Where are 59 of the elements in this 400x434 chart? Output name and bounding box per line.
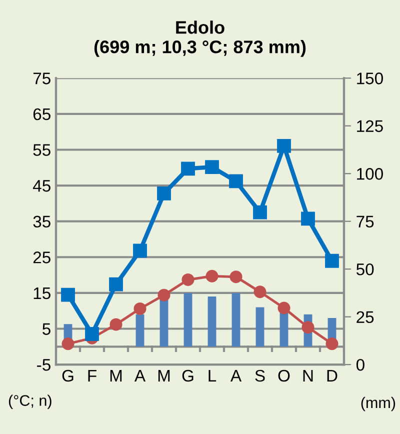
y2-tick-label: 0	[356, 358, 364, 371]
y-axis-title: (°C; n)	[8, 394, 52, 409]
x-tick-label: A	[134, 370, 146, 382]
point	[301, 212, 315, 226]
y2-tick-label: 75	[356, 216, 374, 228]
point	[157, 186, 171, 200]
point	[206, 270, 218, 282]
x-tick-label: F	[88, 370, 96, 382]
point	[253, 205, 267, 220]
x-tick-label: L	[208, 370, 216, 382]
y2-tick-label: 100	[357, 168, 383, 180]
point	[302, 321, 314, 334]
point	[182, 273, 194, 286]
y-tick-label: 35	[33, 216, 50, 228]
point	[325, 254, 339, 268]
y-tick-label: 25	[33, 252, 50, 264]
bar	[136, 314, 144, 347]
point	[277, 138, 291, 153]
bar	[256, 307, 264, 347]
point	[109, 277, 123, 292]
x-tick-label: M	[158, 370, 170, 382]
y2-tick-label: 150	[357, 72, 383, 84]
x-tick-label: A	[230, 370, 242, 382]
y-tick-label: 5	[42, 323, 50, 335]
x-tick-label: S	[255, 370, 265, 382]
point	[134, 302, 146, 315]
y-tick-label: 75	[33, 72, 50, 84]
point	[278, 302, 290, 314]
y2-tick-label: 50	[356, 263, 374, 276]
y-tick-label: -5	[37, 359, 50, 371]
point	[85, 327, 99, 341]
point	[62, 338, 74, 350]
point	[205, 160, 219, 174]
point	[110, 318, 122, 331]
x-tick-label: D	[327, 370, 338, 382]
point	[133, 244, 147, 258]
y-tick-label: 45	[32, 180, 50, 192]
y-tick-label: 55	[33, 144, 50, 156]
point	[230, 270, 242, 284]
y2-tick-label: 25	[356, 311, 374, 324]
x-tick-label: M	[110, 370, 122, 382]
point	[61, 288, 75, 302]
bar	[208, 296, 216, 347]
chart-title: Edolo (699 m; 10,3 °C; 873 mm)	[94, 20, 306, 57]
x-tick-label: G	[62, 370, 74, 382]
point	[229, 174, 243, 188]
x-tick-label: O	[278, 370, 290, 382]
point	[254, 286, 266, 298]
point	[326, 338, 338, 350]
y-tick-label: 15	[34, 288, 50, 300]
x-tick-label: G	[182, 370, 194, 382]
y2-axis-title: (mm)	[361, 396, 396, 412]
point	[158, 288, 170, 302]
y-tick-label: 65	[33, 108, 50, 120]
y2-tick-label: 125	[357, 120, 383, 132]
x-tick-label: N	[303, 370, 313, 382]
point	[181, 162, 195, 176]
bar	[184, 292, 192, 347]
bar	[232, 292, 240, 347]
